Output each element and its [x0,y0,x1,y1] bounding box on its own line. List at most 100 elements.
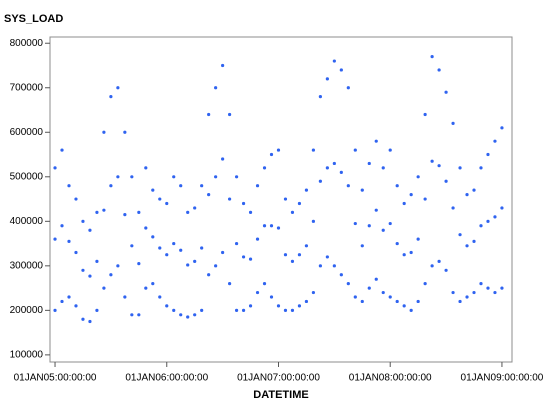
point [437,68,441,72]
point [102,130,106,134]
point [472,290,476,295]
point [88,319,92,324]
y-tick-label: 500000 [10,171,44,182]
point [325,77,329,81]
point [172,308,176,312]
y-tick-label: 100000 [10,350,44,361]
point [339,68,343,72]
point [444,90,448,94]
point [81,219,85,223]
point [151,188,155,192]
point [276,148,281,152]
point [367,286,371,290]
y-tick-label: 800000 [10,38,44,49]
point [109,95,113,99]
point [416,175,420,179]
point [88,274,92,278]
point [144,226,148,230]
point [262,224,267,228]
chart-title: SYS_LOAD [4,13,63,25]
point [388,148,392,152]
point [486,286,490,290]
point [290,259,295,263]
point [172,241,176,246]
point [186,315,190,319]
point [304,188,309,192]
point [353,148,357,152]
point [130,313,134,317]
point [116,264,120,268]
point [374,277,378,281]
point [367,224,371,228]
point [193,259,197,263]
point [451,121,455,125]
point [130,244,134,248]
point [472,239,476,243]
point [234,241,239,246]
y-tick-label: 600000 [10,127,44,138]
point [423,197,427,201]
point [388,221,392,226]
point [151,235,155,239]
point [221,63,225,68]
point [451,206,455,210]
point [353,295,357,299]
point [200,308,204,312]
point [228,282,232,286]
point [332,264,336,268]
point [88,228,92,232]
point [193,313,197,317]
point [123,130,127,134]
point [430,264,434,268]
point [311,148,316,152]
point [458,166,462,170]
point [318,95,322,99]
point [437,164,441,168]
point [311,219,316,223]
point [60,148,64,152]
point [276,226,281,230]
point [179,313,183,317]
point [346,282,350,286]
point [283,253,288,257]
point [53,308,57,312]
point [465,244,469,248]
x-axis-label: DATETIME [253,389,308,401]
point [186,210,190,215]
point [74,197,78,201]
point [395,299,399,304]
point [137,210,141,215]
point [262,282,267,286]
x-tick-label: 01JAN09:00:00:00 [461,373,544,384]
x-tick-label: 01JAN07:00:00:00 [237,373,320,384]
point [158,295,162,299]
point [346,184,350,188]
point [200,184,204,188]
point [193,206,197,210]
point [332,161,336,166]
point [123,295,127,299]
point [130,175,134,179]
point [430,159,434,163]
point [67,295,71,299]
point [74,250,78,255]
point [346,86,350,90]
point [214,86,218,90]
y-tick-label: 400000 [10,216,44,227]
point [290,210,295,215]
point [444,268,448,272]
point [248,257,253,261]
point [479,166,483,170]
point [165,253,169,257]
point [416,237,420,241]
point [297,253,302,257]
point [458,233,462,237]
point [60,299,64,304]
point [430,54,434,59]
point [172,175,176,179]
point [207,273,211,277]
point [137,313,141,317]
point [144,166,148,170]
point [381,166,385,170]
point [500,286,504,290]
